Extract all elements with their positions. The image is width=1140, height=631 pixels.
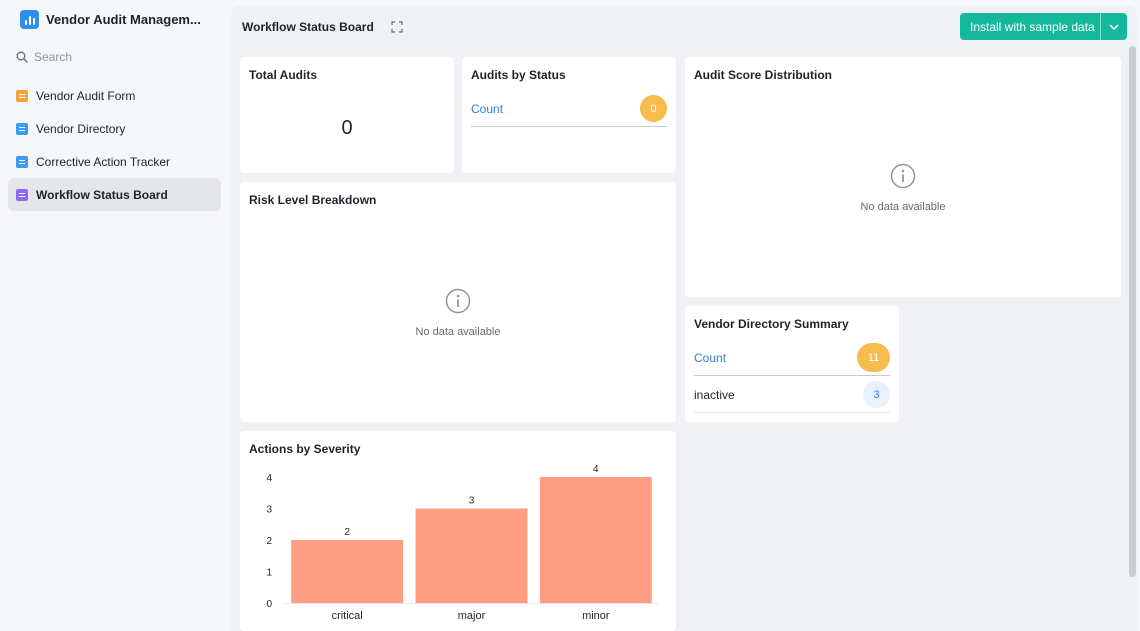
y-tick-label: 1 xyxy=(266,568,272,579)
empty-text: No data available xyxy=(415,326,501,338)
dashboard-icon xyxy=(16,188,28,201)
bar-minor xyxy=(539,477,652,603)
stat-label: Count xyxy=(471,101,504,116)
total-audits-value: 0 xyxy=(341,117,353,139)
sidebar-item-corrective-action-tracker[interactable]: Corrective Action Tracker xyxy=(8,145,221,178)
actions-by-severity-card: Actions by Severity 0 1 2 3 4 2 critical 3 major… xyxy=(240,431,676,631)
actions-by-severity-chart: 0 1 2 3 4 2 critical 3 major 4 minor xyxy=(266,464,658,622)
data-label: 3 xyxy=(469,496,475,507)
vendor-directory-summary-card: Vendor Directory Summary Count 11 inacti… xyxy=(685,306,899,422)
stat-row-count: Count 11 xyxy=(694,340,890,376)
scrollbar[interactable] xyxy=(1129,46,1136,577)
sidebar-item-workflow-status-board[interactable]: Workflow Status Board xyxy=(8,178,221,211)
card-title: Audits by Status xyxy=(471,68,566,82)
app-title-text: Vendor Audit Managem... xyxy=(46,11,201,27)
bar-major xyxy=(415,508,528,603)
card-title: Vendor Directory Summary xyxy=(694,317,849,331)
search-placeholder: Search xyxy=(34,50,73,64)
app-logo-icon xyxy=(20,9,39,29)
empty-state: No data available xyxy=(240,288,676,338)
install-sample-data-button[interactable]: Install with sample data xyxy=(960,13,1127,40)
stat-label: Count xyxy=(694,350,727,365)
bar-critical xyxy=(291,540,404,603)
card-title: Actions by Severity xyxy=(249,442,361,456)
card-title: Risk Level Breakdown xyxy=(249,193,377,207)
sidebar-item-label: Vendor Directory xyxy=(36,121,126,136)
table-icon xyxy=(16,155,28,168)
data-label: 2 xyxy=(344,527,350,538)
install-button-label: Install with sample data xyxy=(970,19,1095,34)
fullscreen-icon[interactable] xyxy=(377,20,403,34)
page-title: Workflow Status Board xyxy=(242,20,374,34)
sidebar-item-vendor-audit-form[interactable]: Vendor Audit Form xyxy=(8,79,221,112)
card-title: Total Audits xyxy=(249,68,317,82)
empty-text: No data available xyxy=(860,201,946,213)
stat-row-count: Count 0 xyxy=(471,91,667,127)
sidebar-item-label: Corrective Action Tracker xyxy=(36,154,171,169)
y-tick-label: 0 xyxy=(266,599,272,610)
audits-by-status-card: Audits by Status Count 0 xyxy=(462,57,676,173)
stat-row-inactive: inactive 3 xyxy=(694,377,890,413)
sidebar: Vendor Audit Managem... Search Vendor Au… xyxy=(0,0,230,631)
total-audits-card: Total Audits 0 xyxy=(240,57,454,173)
sidebar-nav: Vendor Audit Form Vendor Directory Corre… xyxy=(8,79,221,211)
sidebar-item-label: Workflow Status Board xyxy=(36,187,168,202)
empty-state: No data available xyxy=(685,163,1121,213)
x-tick-label: critical xyxy=(332,610,363,622)
stat-label: inactive xyxy=(694,387,735,402)
audit-score-distribution-card: Audit Score Distribution No data availab… xyxy=(685,57,1121,297)
table-icon xyxy=(16,122,28,135)
form-icon xyxy=(16,89,28,102)
chevron-down-icon[interactable] xyxy=(1100,13,1127,40)
count-badge: 0 xyxy=(640,95,667,122)
sidebar-item-label: Vendor Audit Form xyxy=(36,88,136,103)
info-icon xyxy=(890,163,916,189)
data-label: 4 xyxy=(593,464,599,475)
inactive-badge: 3 xyxy=(863,381,890,408)
info-icon xyxy=(445,288,471,314)
dashboard-header: Workflow Status Board Install with sampl… xyxy=(231,6,1137,48)
dashboard-main: Workflow Status Board Install with sampl… xyxy=(231,6,1137,631)
sidebar-item-vendor-directory[interactable]: Vendor Directory xyxy=(8,112,221,145)
x-tick-label: minor xyxy=(582,610,610,622)
count-badge: 11 xyxy=(857,343,890,372)
search-input[interactable]: Search xyxy=(16,50,72,64)
y-tick-label: 4 xyxy=(266,473,272,484)
card-title: Audit Score Distribution xyxy=(694,68,832,82)
x-tick-label: major xyxy=(458,610,486,622)
y-tick-label: 2 xyxy=(266,536,272,547)
y-tick-label: 3 xyxy=(266,505,272,516)
search-icon xyxy=(16,51,28,63)
risk-level-breakdown-card: Risk Level Breakdown No data available xyxy=(240,182,676,422)
app-title[interactable]: Vendor Audit Managem... xyxy=(20,9,201,29)
